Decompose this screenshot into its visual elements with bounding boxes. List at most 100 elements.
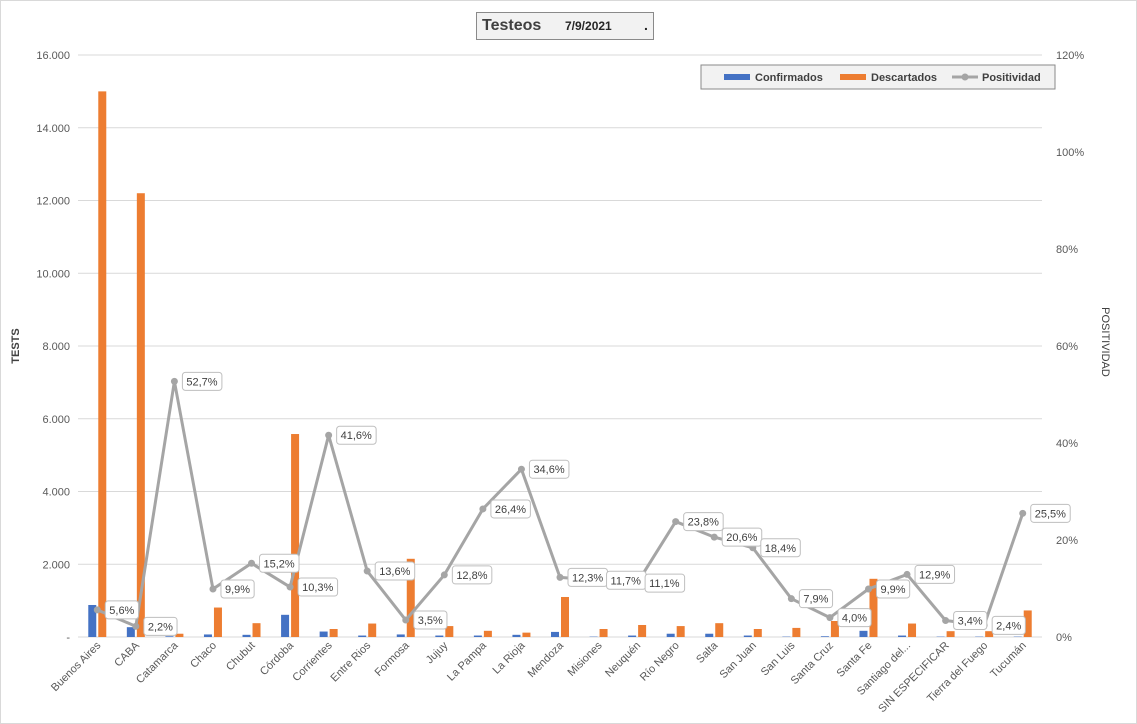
bar-confirmados (859, 630, 868, 637)
y2-tick-label: 0% (1056, 632, 1072, 644)
bar-confirmados (126, 627, 135, 637)
data-label-box (991, 615, 1026, 635)
y-tick-label: 14.000 (36, 123, 70, 135)
y-tick-label: 8.000 (42, 341, 70, 353)
bar-descartados (830, 620, 839, 637)
chart-title-dot: . (644, 17, 648, 33)
bar-descartados (483, 630, 492, 637)
y-tick-label: 2.000 (42, 559, 70, 571)
positividad-marker (942, 617, 950, 625)
data-label: 12,8% (456, 570, 487, 582)
legend-box (700, 64, 1056, 90)
positividad-marker (325, 431, 333, 439)
chart-date: 7/9/2021 (565, 19, 612, 33)
positividad-marker (903, 570, 911, 578)
x-tick-label: La Pampa (445, 639, 490, 684)
bar-confirmados (473, 635, 482, 637)
data-label-box (490, 499, 531, 519)
data-label-box (953, 611, 988, 631)
data-label-box (1030, 503, 1071, 523)
bar-confirmados (242, 634, 251, 637)
data-label-box (259, 553, 300, 573)
bar-confirmados (743, 635, 752, 637)
data-label: 3,4% (958, 616, 983, 628)
data-label-box (875, 579, 911, 599)
bar-confirmados (358, 635, 367, 637)
bar-descartados (175, 633, 184, 637)
x-tick-label: Chaco (188, 640, 219, 671)
x-tick-label: Chubut (224, 640, 258, 674)
data-label-box (336, 425, 377, 445)
bar-descartados (792, 627, 801, 637)
chart-title: Testeos (482, 17, 542, 34)
bar-descartados (522, 632, 531, 637)
bar-descartados (753, 628, 762, 637)
data-label: 3,5% (418, 615, 443, 627)
positividad-marker (672, 518, 680, 526)
legend-marker-positividad (961, 73, 969, 81)
data-label-box (721, 527, 763, 547)
positividad-marker (517, 465, 525, 473)
legend-swatch-descartados (840, 74, 866, 80)
bar-descartados (599, 628, 608, 637)
bar-confirmados (396, 634, 405, 637)
x-tick-label: Jujuy (424, 639, 451, 666)
data-label: 15,2% (264, 558, 295, 570)
data-label: 9,9% (880, 584, 905, 596)
y-tick-label: 12.000 (36, 196, 70, 208)
x-tick-label: Mendoza (526, 639, 567, 680)
positividad-marker (286, 583, 294, 591)
bar-confirmados (88, 604, 97, 637)
gridlines (78, 54, 1042, 638)
data-label-box (297, 577, 339, 597)
bar-confirmados (281, 614, 290, 637)
x-tick-label: Misiones (566, 639, 606, 679)
x-tick-label: Salta (694, 639, 721, 666)
data-label: 52,7% (186, 376, 217, 388)
bar-confirmados (165, 636, 174, 637)
positividad-marker (363, 567, 371, 575)
bar-descartados (946, 631, 955, 637)
data-label-box (798, 589, 834, 609)
data-label: 18,4% (765, 543, 796, 555)
data-label-box (220, 579, 255, 599)
bar-descartados (252, 623, 261, 637)
bar-descartados (561, 596, 569, 637)
x-tick-label: Neuquén (603, 640, 643, 680)
bar-confirmados (435, 635, 444, 637)
legend-label-confirmados: Confirmados (755, 72, 823, 84)
data-label-box (760, 538, 801, 558)
x-tick-label: San Luis (759, 639, 798, 678)
x-tick-label: San Juan (718, 640, 759, 681)
legend-swatch-confirmados (724, 74, 750, 80)
x-tick-label: Córdoba (258, 639, 297, 678)
positividad-marker (479, 505, 487, 513)
data-label: 25,5% (1035, 508, 1066, 520)
y2-axis-ticks: 0% 20% 40% 60% 80% 100% 120% (1056, 50, 1084, 644)
data-label: 34,6% (533, 464, 564, 476)
y-tick-label: - (66, 632, 70, 644)
x-tick-label: Corrientes (290, 639, 335, 684)
chart-title-box: Testeos 7/9/2021 . (476, 12, 654, 40)
bar-descartados (98, 91, 107, 637)
y2-tick-label: 120% (1056, 50, 1084, 62)
data-label-box (143, 616, 178, 636)
data-label: 23,8% (688, 517, 719, 529)
bar-descartados (638, 624, 647, 637)
bar-descartados (406, 558, 415, 637)
data-label-box (181, 371, 223, 391)
bar-descartados (1023, 610, 1032, 637)
bar-descartados (136, 193, 145, 637)
y-axis-title: TESTS (10, 328, 22, 363)
data-label-box (644, 573, 686, 593)
bar-confirmados (666, 633, 675, 637)
positividad-marker (787, 595, 795, 603)
bar-descartados (985, 631, 994, 637)
bar-confirmados (628, 635, 637, 637)
data-label: 41,6% (341, 430, 372, 442)
data-label: 12,9% (919, 569, 950, 581)
y2-tick-label: 80% (1056, 244, 1078, 256)
data-label: 13,6% (379, 566, 410, 578)
x-tick-label: La Rioja (491, 639, 529, 677)
data-label-box (914, 564, 956, 584)
